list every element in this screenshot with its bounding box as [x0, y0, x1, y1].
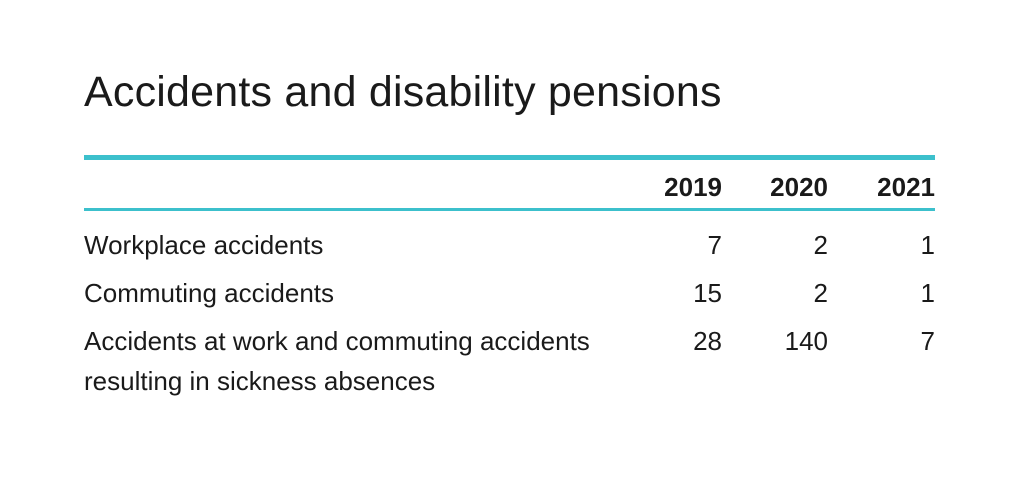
cell-workplace-2021: 1	[920, 230, 935, 260]
row-label-workplace-accidents: Workplace accidents	[84, 230, 324, 260]
column-header-2021: 2021	[877, 172, 935, 202]
column-header-2020: 2020	[770, 172, 828, 202]
cell-commuting-2019: 15	[693, 278, 722, 308]
row-label-commuting-accidents: Commuting accidents	[84, 278, 334, 308]
cell-commuting-2020: 2	[813, 278, 828, 308]
header-divider-rule	[84, 208, 935, 211]
cell-commuting-2021: 1	[920, 278, 935, 308]
cell-workplace-2020: 2	[813, 230, 828, 260]
cell-sickness-2020: 140	[784, 326, 828, 356]
cell-sickness-2019: 28	[693, 326, 722, 356]
table-title: Accidents and disability pensions	[84, 68, 722, 116]
table-top-rule	[84, 155, 935, 160]
cell-workplace-2019: 7	[707, 230, 722, 260]
column-header-2019: 2019	[664, 172, 722, 202]
cell-sickness-2021: 7	[920, 326, 935, 356]
row-label-work-and-commuting-sickness: Accidents at work and commuting accident…	[84, 326, 590, 396]
